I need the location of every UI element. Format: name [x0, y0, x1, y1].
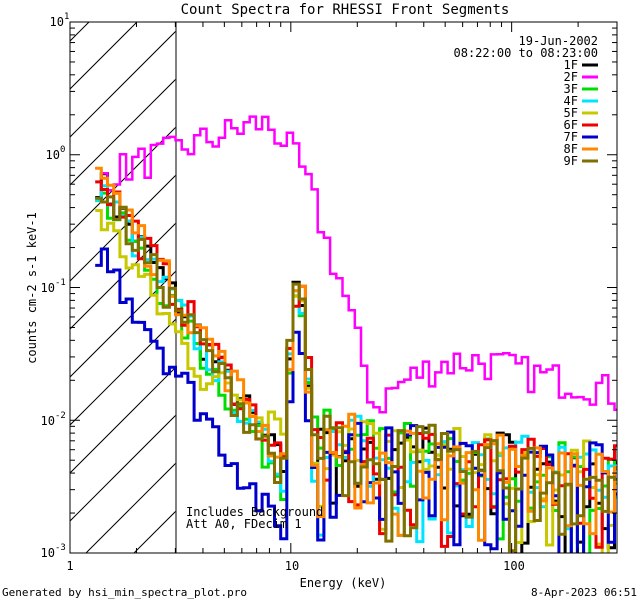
svg-text:0: 0 [60, 145, 65, 155]
y-tick-label-1e0: 10 0 [46, 145, 66, 162]
legend-label-2F: 2F [564, 70, 578, 84]
y-tick-label-1e-2: 10 -2 [41, 411, 66, 428]
legend-label-7F: 7F [564, 130, 578, 144]
series-6F [95, 180, 617, 549]
footer-date: 8-Apr-2023 06:51 [531, 586, 637, 599]
hatch-line [70, 366, 176, 474]
y-tick-label-1e-3: 10 -3 [41, 543, 66, 560]
hatch-line [70, 30, 176, 138]
y-axis-label: counts cm-2 s-1 keV-1 [25, 212, 39, 364]
legend-label-3F: 3F [564, 82, 578, 96]
legend-label-5F: 5F [564, 106, 578, 120]
svg-text:10: 10 [41, 414, 55, 428]
hatch-line [70, 78, 176, 186]
hatch-line [70, 126, 176, 234]
axis-ticks [69, 21, 618, 554]
legend-label-1F: 1F [564, 58, 578, 72]
hatch-line [70, 414, 176, 522]
time-range-label: 08:22:00 to 08:23:00 [454, 46, 599, 60]
svg-text:-1: -1 [55, 278, 66, 288]
legend-label-4F: 4F [564, 94, 578, 108]
x-tick-label-100: 100 [503, 559, 525, 573]
svg-text:-2: -2 [55, 411, 66, 421]
hatch-line [70, 22, 138, 90]
legend-label-9F: 9F [564, 154, 578, 168]
svg-text:10: 10 [41, 281, 55, 295]
chart-title: Count Spectra for RHESSI Front Segments [181, 2, 510, 18]
annotation-attenuator: Att A0, FDecim 1 [186, 517, 302, 531]
hatch-line [70, 22, 90, 42]
y-tick-label-1e1: 10 1 [50, 12, 70, 29]
y-tick-label-1e-1: 10 -1 [41, 278, 66, 295]
x-tick-label-1: 1 [66, 559, 73, 573]
hatched-region [70, 22, 176, 553]
hatch-line [70, 174, 176, 282]
hatch-line [70, 270, 176, 378]
annotation-background: Includes Background [186, 505, 323, 519]
series-9F [95, 195, 617, 553]
date-label: 19-Jun-2002 [519, 34, 598, 48]
series-2F [95, 115, 617, 414]
legend-label-6F: 6F [564, 118, 578, 132]
svg-text:10: 10 [41, 546, 55, 560]
x-axis-label: Energy (keV) [300, 576, 387, 590]
legend-label-8F: 8F [564, 142, 578, 156]
footer-generator: Generated by hsi_min_spectra_plot.pro [2, 586, 247, 599]
hatch-line [70, 222, 176, 330]
x-tick-label-10: 10 [285, 559, 299, 573]
svg-text:-3: -3 [55, 543, 66, 553]
svg-text:1: 1 [64, 12, 69, 22]
svg-text:10: 10 [50, 15, 64, 29]
svg-text:10: 10 [46, 148, 60, 162]
